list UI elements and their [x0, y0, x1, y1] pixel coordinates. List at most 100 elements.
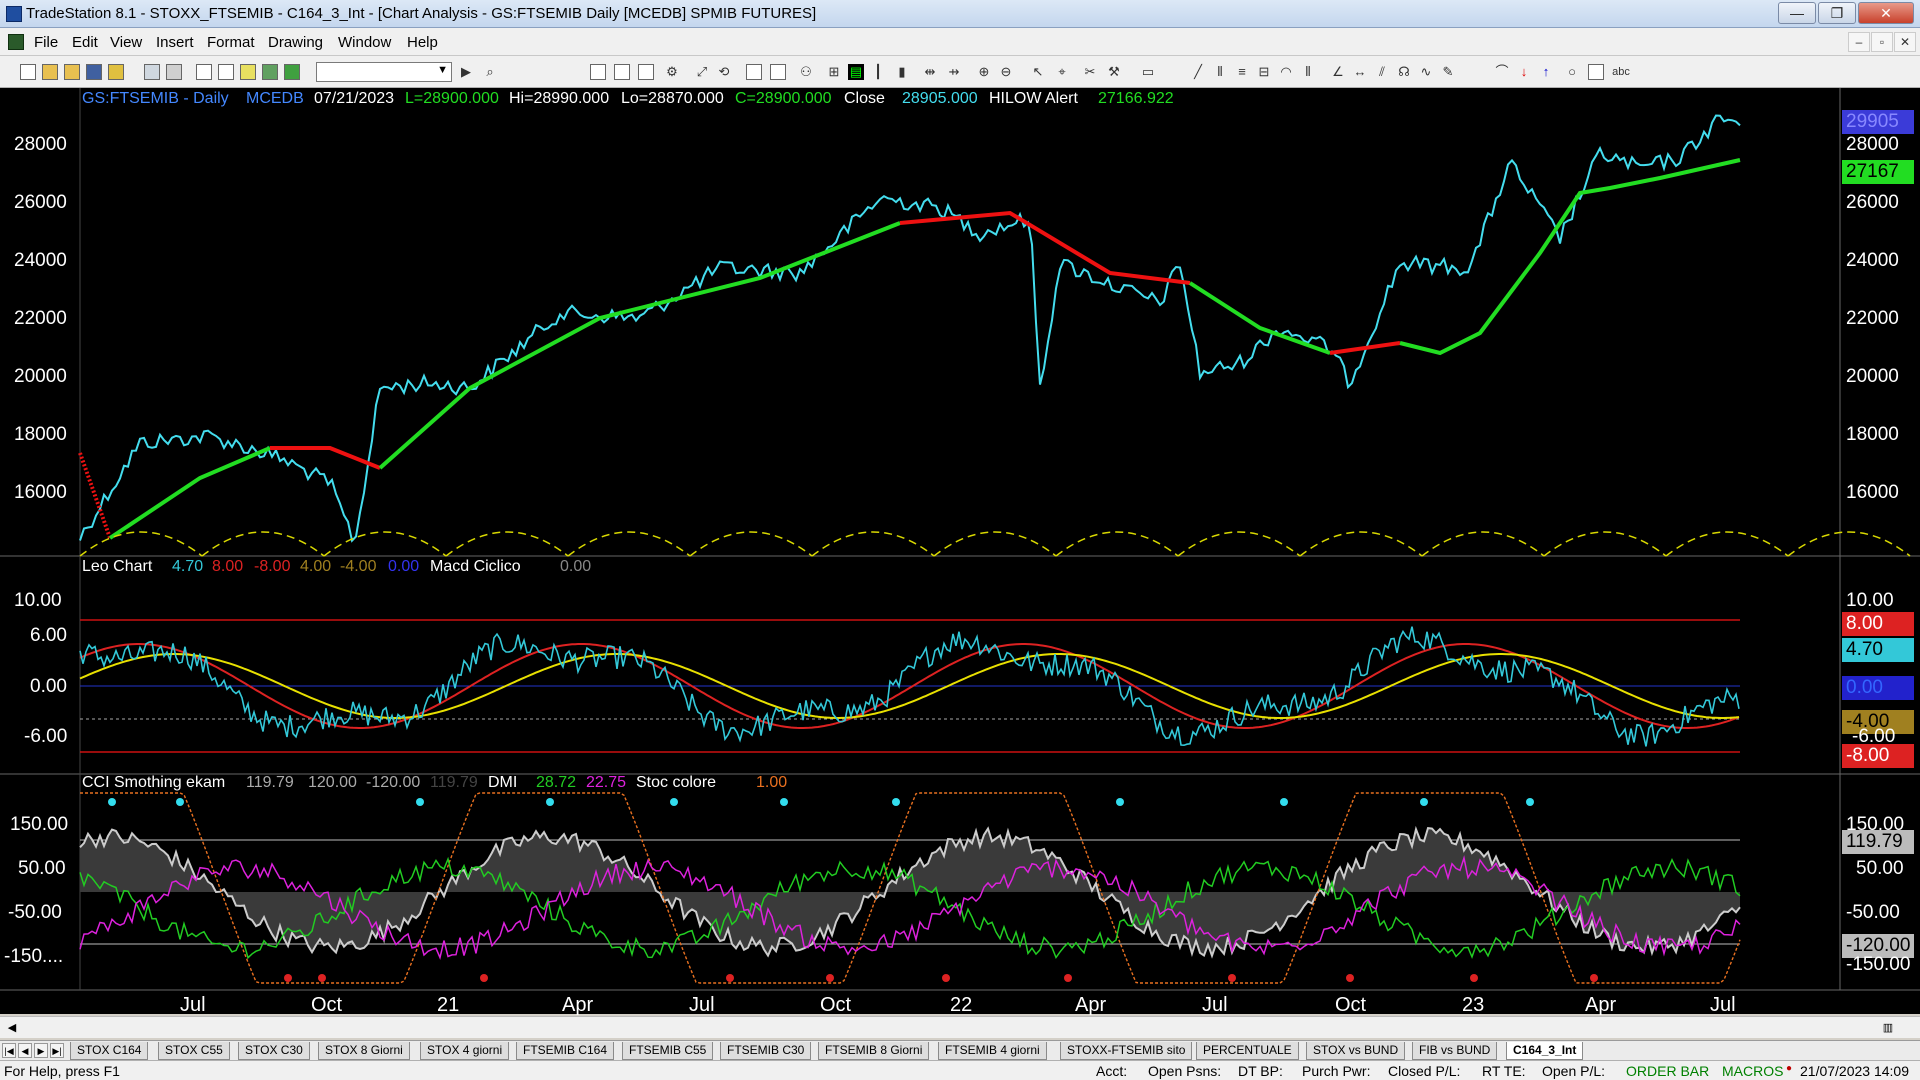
tab-stox-vs-bund[interactable]: STOX vs BUND — [1306, 1042, 1406, 1060]
pointer-icon[interactable]: ↖ — [1032, 64, 1044, 79]
scroll-thumb-icon[interactable]: ▥ — [1882, 1022, 1894, 1034]
tab-first-icon[interactable]: |◀ — [2, 1043, 16, 1058]
symbol-combo-box[interactable]: ▼ — [316, 62, 452, 82]
chart-canvas[interactable] — [0, 88, 1920, 1014]
window-stack-icon[interactable] — [218, 64, 234, 80]
menu-edit[interactable]: Edit — [72, 34, 98, 51]
vertical-lines-icon[interactable]: ⦀ — [1217, 64, 1223, 79]
parallel-lines-icon[interactable]: ⫽ — [1379, 64, 1385, 79]
menu-insert[interactable]: Insert — [156, 34, 194, 51]
tab-ftsemib-4-giorni[interactable]: FTSEMIB 4 giorni — [938, 1042, 1047, 1060]
channel-icon[interactable]: ⊟ — [1258, 64, 1270, 79]
arc-icon[interactable]: ◠ — [1280, 64, 1292, 79]
volume-icon[interactable]: ▮ — [898, 64, 906, 79]
pen-icon[interactable]: ✎ — [1442, 64, 1454, 79]
strategy-icon[interactable]: ⟲ — [718, 64, 730, 79]
folder-icon[interactable] — [64, 64, 80, 80]
mdi-restore-button[interactable]: ▫ — [1871, 32, 1893, 52]
tab-prev-icon[interactable]: ◀ — [18, 1043, 32, 1058]
tab-stox-8-giorni[interactable]: STOX 8 Giorni — [318, 1042, 410, 1060]
close-value: 28905.000 — [902, 90, 978, 107]
cci-axis-right-label: -150.00 — [1846, 954, 1911, 975]
price-line — [79, 114, 1741, 543]
chart-layout2-icon[interactable] — [614, 64, 630, 80]
save-icon[interactable] — [86, 64, 102, 80]
open-folder-icon[interactable] — [42, 64, 58, 80]
order-bar-button[interactable]: ORDER BAR — [1626, 1063, 1710, 1079]
menu-help[interactable]: Help — [407, 34, 438, 51]
text-tool-icon[interactable]: abc — [1612, 66, 1630, 78]
minimize-button[interactable]: — — [1778, 2, 1816, 24]
format-chart-icon[interactable]: ⚙ — [666, 64, 678, 79]
tab-ftsemib-c164[interactable]: FTSEMIB C164 — [516, 1042, 615, 1060]
radar-icon[interactable]: ⊞ — [828, 64, 840, 79]
zoom-in-icon[interactable]: ⊕ — [978, 64, 990, 79]
tab-c164-3-int[interactable]: C164_3_Int — [1506, 1042, 1584, 1060]
chart-window-icon[interactable] — [8, 34, 24, 50]
mdi-minimize-button[interactable]: – — [1848, 32, 1870, 52]
candlestick-icon[interactable] — [770, 64, 786, 80]
arrow-right-icon[interactable]: ▶ — [461, 64, 471, 79]
find-symbol-icon[interactable]: ⌕ — [486, 64, 494, 79]
tab-fib-vs-bund[interactable]: FIB vs BUND — [1412, 1042, 1498, 1060]
window-list-icon[interactable] — [196, 64, 212, 80]
fibonacci-icon[interactable]: ⦀ — [1305, 64, 1311, 79]
menu-format[interactable]: Format — [207, 34, 255, 51]
zoom-out-icon[interactable]: ⊖ — [1000, 64, 1012, 79]
tab-ftsemib-c30[interactable]: FTSEMIB C30 — [720, 1042, 812, 1060]
print-preview-icon[interactable] — [144, 64, 160, 80]
tab-stox-c164[interactable]: STOX C164 — [70, 1042, 149, 1060]
analysis-icon[interactable]: ⚇ — [800, 64, 812, 79]
compress-icon[interactable]: ⇸ — [948, 64, 960, 79]
tree-icon[interactable] — [262, 64, 278, 80]
scroll-left-icon[interactable]: ◀ — [7, 1022, 17, 1034]
tab-stox-4-giorni[interactable]: STOX 4 giorni — [420, 1042, 510, 1060]
horizontal-lines-icon[interactable]: ≡ — [1238, 64, 1246, 79]
gann-fan-icon[interactable]: ∿ — [1420, 64, 1432, 79]
tab-percentuale[interactable]: PERCENTUALE — [1196, 1042, 1299, 1060]
arrow-down-icon[interactable]: ↓ — [1520, 64, 1528, 79]
angle-icon[interactable]: ∠ — [1332, 64, 1344, 79]
tab-stoxx-ftsemib-sito[interactable]: STOXX-FTSEMIB sito — [1060, 1042, 1193, 1060]
menu-window[interactable]: Window — [338, 34, 392, 51]
rectangle-icon[interactable] — [1588, 64, 1604, 80]
ellipse-icon[interactable]: ○ — [1568, 64, 1576, 79]
trendline-icon[interactable]: ╱ — [1194, 64, 1202, 79]
eraser-icon[interactable]: ▭ — [1141, 64, 1155, 79]
macros-button[interactable]: MACROS — [1722, 1063, 1784, 1079]
data-tip-icon[interactable]: ⌖ — [1058, 64, 1066, 79]
insert-indicator-icon[interactable]: ⤢ — [696, 64, 708, 79]
restore-button[interactable]: ❐ — [1818, 2, 1856, 24]
workspace-icon[interactable] — [108, 64, 124, 80]
menu-file[interactable]: File — [34, 34, 59, 51]
tools-icon[interactable]: ✂ — [1084, 64, 1096, 79]
mdi-close-button[interactable]: ✕ — [1894, 32, 1916, 52]
horizontal-line-icon[interactable]: ↔ — [1353, 64, 1367, 79]
tab-ftsemib-8-giorni[interactable]: FTSEMIB 8 Giorni — [818, 1042, 930, 1060]
bar-chart-icon[interactable] — [746, 64, 762, 80]
chart-analysis-window[interactable]: GS:FTSEMIB - Daily MCEDB 07/21/2023 L=28… — [0, 88, 1920, 1016]
new-icon[interactable] — [20, 64, 36, 80]
close-button[interactable]: ✕ — [1858, 2, 1914, 24]
date-label: 07/21/2023 — [314, 90, 395, 107]
hammer-icon[interactable]: ⚒ — [1108, 64, 1120, 79]
tab-stox-c30[interactable]: STOX C30 — [238, 1042, 310, 1060]
lock-icon[interactable] — [240, 64, 256, 80]
spacing-icon[interactable]: ⇹ — [924, 64, 936, 79]
arrow-up-icon[interactable]: ↑ — [1542, 64, 1550, 79]
matrix-icon[interactable]: ▤ — [848, 64, 864, 80]
menu-view[interactable]: View — [110, 34, 143, 51]
print-icon[interactable] — [166, 64, 182, 80]
tab-stox-c55[interactable]: STOX C55 — [158, 1042, 230, 1060]
grid-icon[interactable] — [638, 64, 654, 80]
menu-drawing[interactable]: Drawing — [268, 34, 324, 51]
globe-icon[interactable] — [284, 64, 300, 80]
curve-icon[interactable]: ⌒ — [1495, 64, 1509, 79]
tab-last-icon[interactable]: ▶| — [50, 1043, 64, 1058]
bars-icon[interactable]: ┃ — [874, 64, 882, 79]
chart-layout-icon[interactable] — [590, 64, 606, 80]
speedline-icon[interactable]: ☊ — [1398, 64, 1410, 79]
horizontal-scrollbar[interactable]: ◀ ▥ — [0, 1016, 1920, 1038]
tab-next-icon[interactable]: ▶ — [34, 1043, 48, 1058]
tab-ftsemib-c55[interactable]: FTSEMIB C55 — [622, 1042, 714, 1060]
